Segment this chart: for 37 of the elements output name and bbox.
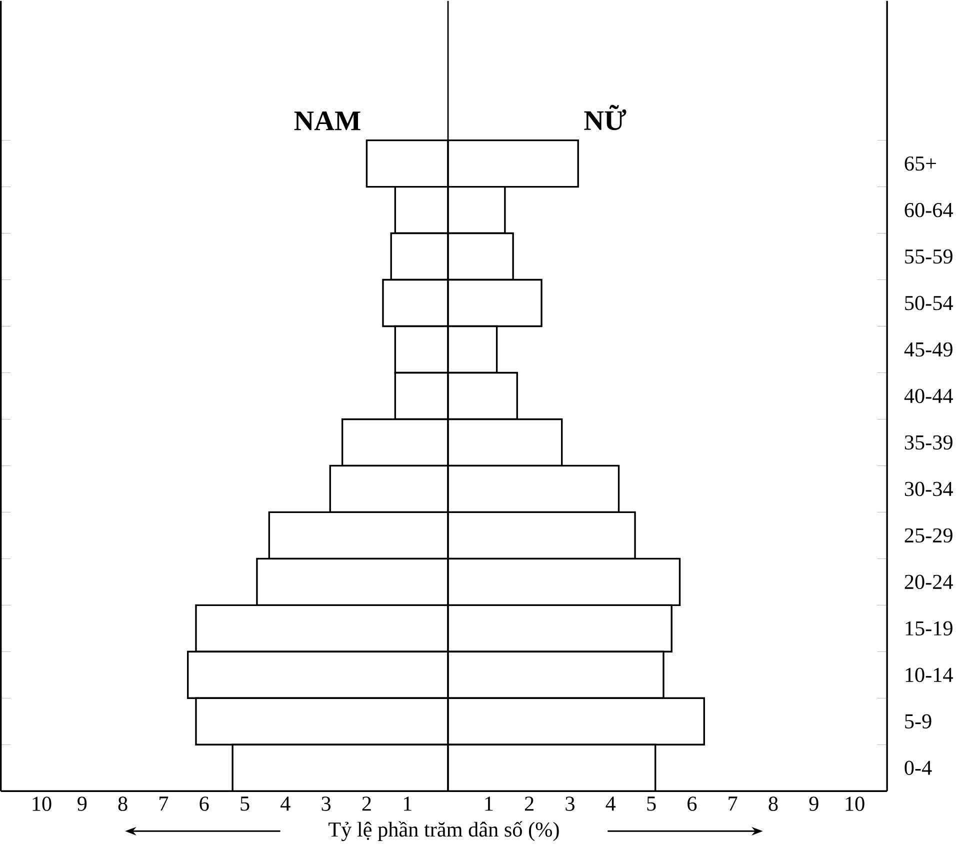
x-tick-label: 7 [728,796,738,811]
y-tick-label: 0-4 [904,760,932,776]
x-tick-label: 9 [78,796,87,811]
y-tick-label: 55-59 [905,250,952,264]
x-tick-label: 1 [485,796,493,811]
x-tick-label: 5 [240,796,250,811]
x-tick-label: 10 [32,796,52,812]
x-tick-label: 4 [606,796,616,811]
x-tick-label: 8 [768,796,778,812]
x-tick-label: 5 [647,796,656,811]
y-tick-label: 15-19 [906,621,952,636]
series-label: NAM [294,112,360,130]
y-tick-label: 40-44 [904,388,953,404]
x-tick-label: 6 [688,796,697,811]
x-tick-label: 3 [566,796,574,811]
x-tick-label: 3 [322,796,331,811]
x-tick-label: 7 [160,796,168,811]
x-tick-label: 2 [524,796,534,811]
x-tick-label: 1 [404,796,412,811]
y-tick-label: 10-14 [906,668,953,682]
x-tick-label: 6 [200,796,209,811]
y-tick-label: 25-29 [904,528,952,543]
y-tick-label: 5-9 [905,714,932,729]
x-tick-label: 4 [280,796,290,811]
y-tick-label: 65+ [904,156,936,171]
x-tick-label: 9 [809,796,818,811]
y-tick-label: 45-49 [904,342,952,357]
y-tick-label: 50-54 [905,296,953,310]
x-tick-label: 10 [846,796,864,812]
y-tick-label: 60-64 [904,203,953,218]
x-tick-label: 8 [118,796,128,812]
x-tick-label: 2 [362,796,371,811]
y-tick-label: 30-34 [904,482,953,496]
y-tick-label: 35-39 [904,435,952,450]
x-axis-title: Tỷ lệ phần trăm dân số (%) [328,821,559,842]
series-label: NỮ [584,105,626,130]
y-tick-label: 20-24 [904,574,953,590]
